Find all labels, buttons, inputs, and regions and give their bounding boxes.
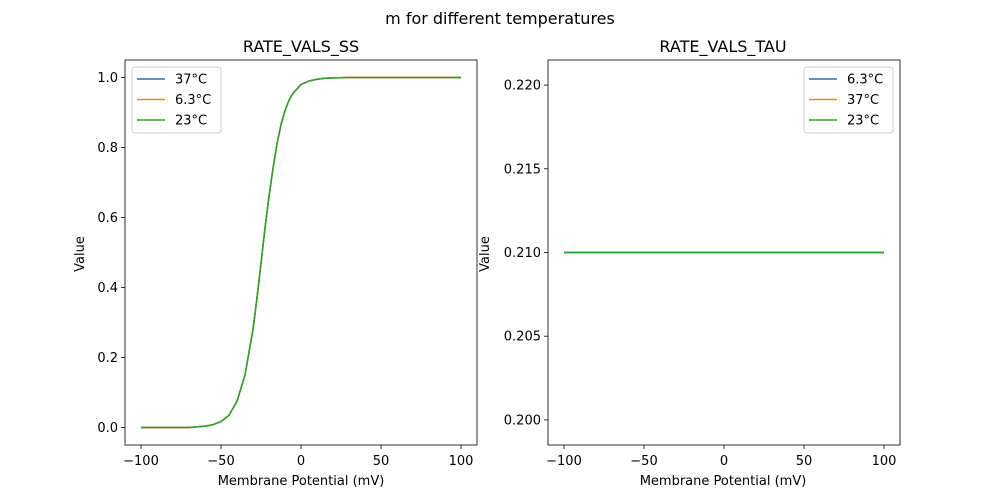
y-tick-label: 0.210 [504, 246, 541, 261]
x-tick-label: 100 [449, 454, 474, 469]
y-tick-label: 0.220 [504, 79, 541, 94]
y-tick-label: 0.200 [504, 413, 541, 428]
subplot-title: RATE_VALS_SS [243, 37, 359, 57]
y-tick-label: 0.0 [97, 421, 118, 436]
x-tick-label: −100 [123, 454, 159, 469]
series-line-2 [141, 76, 461, 429]
legend: 6.3°C 37°C 23°C [803, 66, 894, 134]
legend-label: 37°C [847, 93, 879, 108]
subplot-title: RATE_VALS_TAU [659, 37, 786, 57]
x-tick-label: 0 [720, 454, 728, 469]
y-tick-label: 0.215 [504, 162, 541, 177]
x-tick-label: 50 [373, 454, 390, 469]
y-tick-label: 0.205 [504, 330, 541, 345]
x-tick-label: 100 [872, 454, 897, 469]
figure-suptitle: m for different temperatures [385, 9, 615, 28]
y-tick-label: 0.6 [97, 211, 118, 226]
plot-area: −100 −50 0 50 100 0.200 0.205 0.210 0.215 0.220 6.… [504, 59, 901, 469]
legend-box [131, 66, 222, 134]
legend-label: 6.3°C [847, 73, 883, 88]
plot-area: −100 −50 0 50 100 0.0 0.2 0.4 0.6 0.8 1.0 37°C 6.3°C… [97, 59, 478, 469]
legend: 37°C 6.3°C 23°C [131, 66, 222, 134]
x-axis-label: Membrane Potential (mV) [218, 474, 385, 489]
x-tick-label: −50 [630, 454, 657, 469]
y-tick-label: 1.0 [97, 71, 118, 86]
legend-label: 37°C [175, 73, 207, 88]
legend-label: 23°C [175, 114, 207, 129]
y-axis-label: Value [478, 236, 493, 272]
legend-box [803, 66, 894, 134]
legend-label: 6.3°C [175, 93, 211, 108]
legend-label: 23°C [847, 114, 879, 129]
y-tick-label: 0.8 [97, 141, 118, 156]
x-axis-label: Membrane Potential (mV) [640, 474, 807, 489]
x-tick-label: 50 [796, 454, 813, 469]
x-tick-label: −100 [546, 454, 582, 469]
y-tick-label: 0.4 [97, 281, 118, 296]
y-axis-label: Value [73, 236, 88, 272]
x-tick-label: 0 [297, 454, 305, 469]
subplot-rate-vals-tau: RATE_VALS_TAU Membrane Potential (mV) Va… [478, 37, 901, 489]
y-tick-label: 0.2 [97, 351, 118, 366]
subplot-rate-vals-ss: RATE_VALS_SS Membrane Potential (mV) Val… [73, 37, 478, 489]
x-tick-label: −50 [207, 454, 234, 469]
